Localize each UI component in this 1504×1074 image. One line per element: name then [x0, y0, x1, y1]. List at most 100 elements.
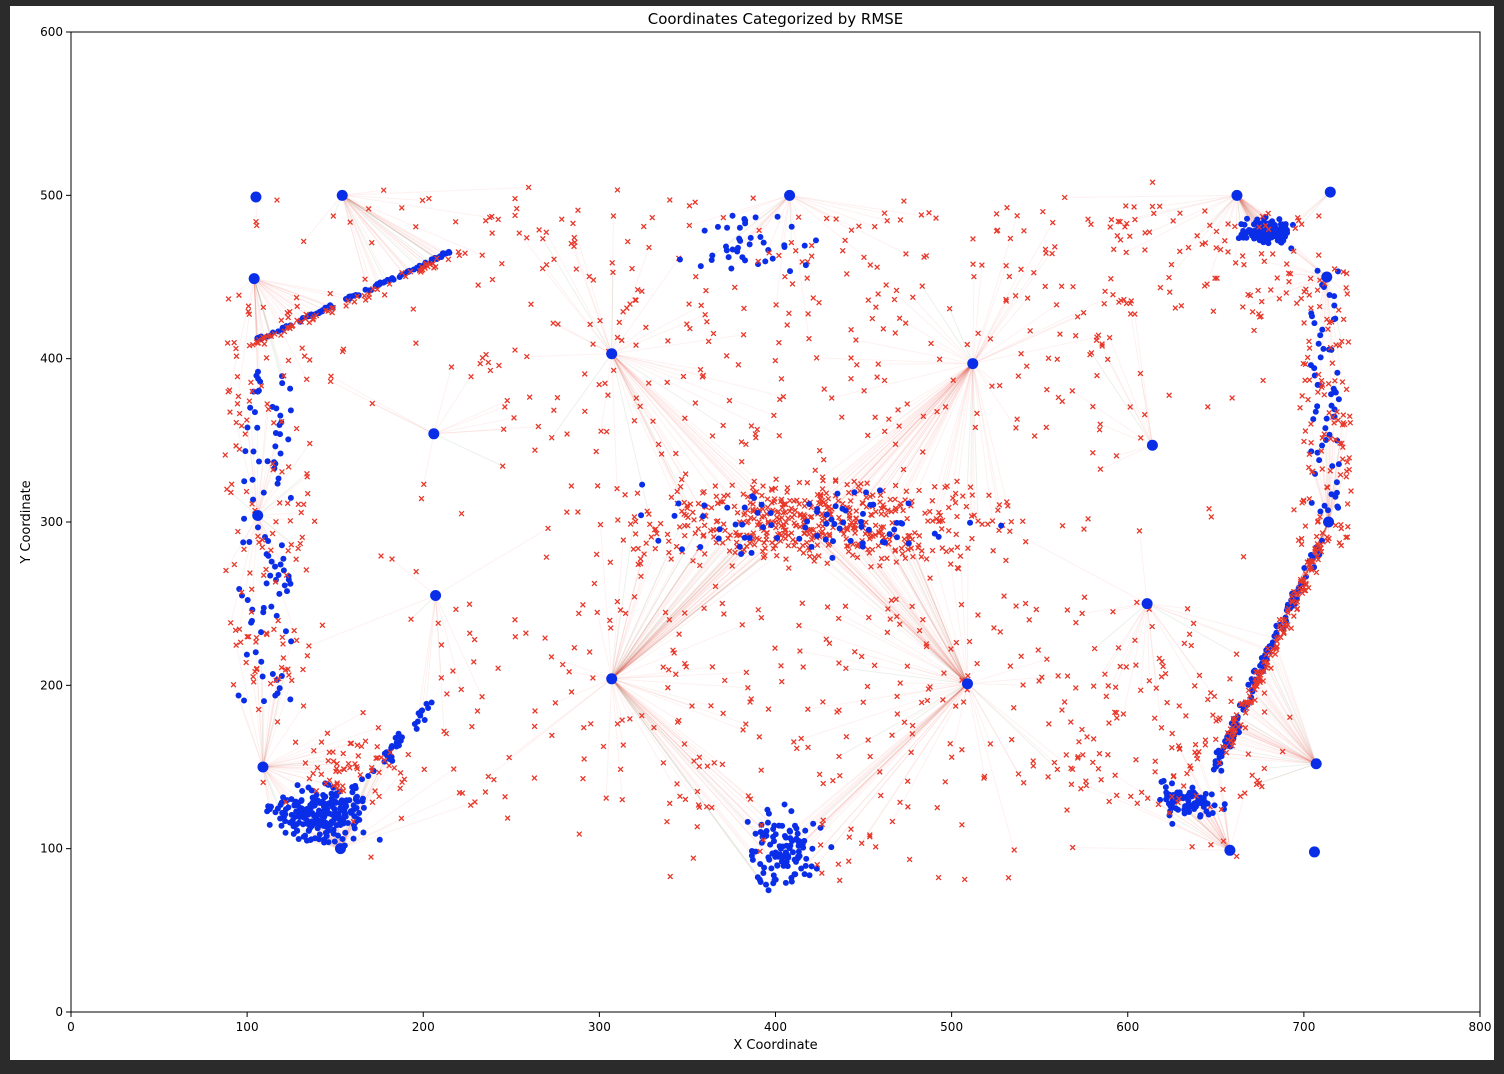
red-x-point: [942, 778, 949, 785]
blue-point: [779, 843, 786, 850]
red-x-point: [1012, 292, 1019, 299]
red-x-point: [1220, 838, 1227, 844]
red-x-point: [940, 696, 946, 703]
red-x-point: [649, 214, 656, 221]
blue-point: [260, 489, 267, 496]
red-x-point: [362, 738, 369, 745]
blue-point: [249, 476, 256, 483]
red-x-point: [500, 426, 507, 433]
red-x-point: [512, 616, 518, 623]
red-x-point: [468, 373, 474, 380]
red-x-point: [889, 818, 896, 825]
red-x-point: [1058, 283, 1065, 290]
red-x-point: [605, 392, 611, 398]
red-x-point: [918, 212, 925, 218]
red-x-point: [280, 655, 287, 661]
link-line: [829, 535, 968, 685]
red-x-point: [1228, 698, 1234, 705]
blue-point: [709, 252, 716, 259]
red-x-point: [1045, 773, 1051, 780]
blue-point: [279, 324, 286, 331]
red-x-point: [708, 804, 715, 811]
red-x-point: [892, 441, 899, 448]
link-line: [611, 215, 614, 354]
red-x-point: [664, 379, 671, 386]
red-x-point: [620, 742, 627, 748]
link-line: [967, 683, 1055, 763]
red-x-point: [1090, 736, 1097, 742]
blue-point: [386, 749, 393, 756]
blue-point: [1314, 403, 1321, 410]
blue-point: [279, 380, 286, 387]
red-x-point: [1340, 412, 1347, 418]
red-x-point: [361, 292, 368, 299]
link-line: [248, 401, 259, 516]
red-x-point: [830, 777, 836, 784]
x-tick-label: 200: [412, 1020, 435, 1034]
link-line: [822, 363, 974, 478]
red-x-point: [701, 605, 707, 612]
link-line: [611, 529, 718, 680]
red-x-point: [232, 627, 239, 634]
red-x-point: [1265, 210, 1272, 217]
red-x-point: [340, 766, 347, 772]
red-x-point: [658, 451, 665, 457]
red-x-point: [1006, 273, 1013, 280]
blue-point: [799, 841, 806, 848]
link-line: [611, 353, 745, 516]
link-line: [789, 194, 907, 255]
red-x-point: [1332, 377, 1338, 384]
blue-point: [390, 276, 397, 283]
red-x-point: [1184, 770, 1190, 777]
red-x-point: [1055, 673, 1061, 679]
red-x-point: [467, 802, 474, 809]
link-line: [1209, 194, 1238, 226]
blue-point: [286, 819, 293, 826]
red-x-point: [738, 458, 745, 465]
red-x-point: [653, 530, 660, 537]
red-x-point: [1335, 307, 1342, 313]
red-x-point: [878, 524, 884, 531]
red-x-point: [1011, 847, 1018, 853]
link-line: [611, 678, 693, 707]
red-x-point: [701, 522, 708, 529]
red-x-point: [969, 535, 975, 542]
red-x-point: [1091, 645, 1098, 652]
red-x-point: [900, 507, 906, 514]
red-x-point: [683, 663, 690, 670]
red-x-point: [283, 799, 289, 806]
red-x-point: [1286, 278, 1292, 285]
link-line: [262, 766, 336, 772]
blue-point: [760, 239, 767, 246]
red-x-point: [843, 543, 850, 549]
red-x-point: [918, 553, 925, 560]
red-x-point: [954, 478, 960, 485]
red-x-point: [1338, 338, 1345, 345]
red-x-point: [1120, 711, 1127, 717]
red-x-point: [820, 456, 827, 463]
red-x-point: [1239, 253, 1246, 259]
red-x-point: [764, 496, 771, 502]
red-x-point: [1132, 216, 1138, 223]
red-x-point: [665, 666, 672, 673]
blue-point: [840, 519, 847, 526]
red-x-point: [856, 487, 863, 494]
red-x-point: [334, 780, 341, 786]
red-x-point: [246, 342, 253, 349]
link-line: [262, 753, 344, 768]
red-x-point: [301, 353, 308, 359]
blue-point: [263, 580, 270, 587]
red-x-point: [1014, 416, 1020, 423]
blue-point: [356, 809, 363, 816]
link-line: [423, 433, 435, 485]
red-x-point: [408, 616, 414, 623]
red-x-point: [1316, 303, 1323, 310]
link-line: [791, 683, 968, 882]
red-x-point: [318, 771, 325, 778]
red-x-point: [278, 664, 285, 671]
link-line: [849, 363, 974, 517]
blue-point: [351, 825, 358, 832]
link-line: [789, 683, 968, 839]
link-line: [611, 353, 780, 437]
red-x-point: [413, 568, 419, 575]
